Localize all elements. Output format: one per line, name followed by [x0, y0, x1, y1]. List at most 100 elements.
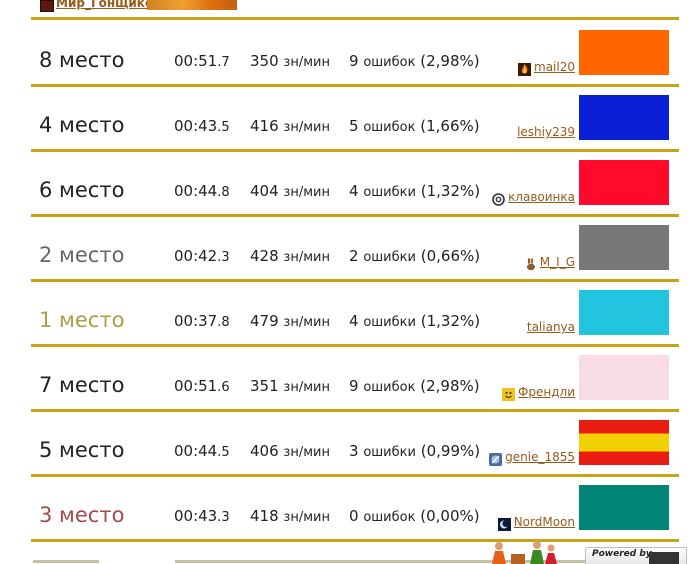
speed-value: 404 [250, 182, 279, 200]
player-name-link[interactable]: M_I_G [539, 255, 575, 269]
race-time-fraction: .3 [217, 510, 230, 525]
error-count: 4 ошибки (1,32%) [349, 312, 480, 330]
errors-count: 9 [349, 52, 359, 70]
speed-unit: зн/мин [283, 380, 330, 395]
result-row: 6 место 00:44.8 404 зн/мин 4 ошибки (1,32%)… [31, 160, 679, 225]
typing-speed: 404 зн/мин [250, 182, 330, 200]
race-time-fraction: .6 [217, 380, 230, 395]
speed-value: 428 [250, 247, 279, 265]
row-divider [31, 539, 679, 542]
smiley-icon [502, 386, 516, 401]
car-image [579, 420, 669, 465]
player-info: NordMoon [497, 515, 575, 531]
race-time-fraction: .3 [217, 250, 230, 265]
errors-percent: (1,32%) [420, 182, 481, 200]
result-row: 2 место 00:42.3 428 зн/мин 2 ошибки (0,66%)… [31, 225, 679, 290]
errors-percent: (1,66%) [420, 117, 480, 135]
errors-word: ошибок [363, 380, 416, 395]
errors-word: ошибок [363, 55, 416, 70]
race-time: 00:44.5 [174, 442, 230, 460]
result-row: 5 место 00:44.5 406 зн/мин 3 ошибки (0,99%)… [31, 420, 679, 485]
errors-percent: (0,66%) [420, 247, 481, 265]
place-label: 1 место [39, 308, 125, 332]
race-time-main: 00:43 [174, 507, 218, 525]
race-time-main: 00:51 [174, 52, 218, 70]
errors-percent: (0,99%) [420, 442, 481, 460]
place-label: 4 место [39, 113, 125, 137]
typing-speed: 351 зн/мин [250, 377, 330, 395]
speed-unit: зн/мин [283, 55, 330, 70]
result-row: 8 место 00:51.7 350 зн/мин 9 ошибок (2,98%)… [31, 30, 679, 95]
place-label: 5 место [39, 438, 125, 462]
genie-icon [489, 451, 503, 466]
typing-speed: 416 зн/мин [250, 117, 330, 135]
player-info: mail20 [518, 60, 575, 76]
top-player-link[interactable]: Мир_Гонщикс [56, 0, 153, 10]
car-image [579, 95, 669, 140]
player-name-link[interactable]: Френдли [518, 385, 575, 399]
player-name-link[interactable]: mail20 [534, 60, 575, 74]
race-time-fraction: .7 [217, 55, 230, 70]
place-label: 3 место [39, 503, 125, 527]
typing-speed: 428 зн/мин [250, 247, 330, 265]
speed-unit: зн/мин [283, 120, 330, 135]
result-row: 1 место 00:37.8 479 зн/мин 4 ошибки (1,32%)… [31, 290, 679, 355]
top-divider [31, 17, 679, 20]
car-image [579, 225, 669, 270]
speed-value: 479 [250, 312, 279, 330]
race-time: 00:43.5 [174, 117, 230, 135]
race-time: 00:37.8 [174, 312, 230, 330]
speed-value: 416 [250, 117, 279, 135]
race-time-fraction: .8 [217, 315, 230, 330]
errors-count: 4 [349, 182, 359, 200]
race-time-main: 00:44 [174, 442, 218, 460]
errors-word: ошибки [363, 445, 416, 460]
player-info: talianya [527, 320, 575, 334]
player-name-link[interactable]: NordMoon [513, 515, 575, 529]
errors-count: 0 [349, 507, 359, 525]
player-name-link[interactable]: leshiy239 [517, 125, 575, 139]
player-info: leshiy239 [517, 125, 575, 139]
errors-count: 2 [349, 247, 359, 265]
row-divider [31, 149, 679, 152]
player-name-link[interactable]: клавоинка [508, 190, 575, 204]
race-time-main: 00:43 [174, 117, 218, 135]
typing-speed: 418 зн/мин [250, 507, 330, 525]
result-row: 4 место 00:43.5 416 зн/мин 5 ошибок (1,66%)… [31, 95, 679, 160]
player-name-link[interactable]: genie_1855 [505, 450, 575, 464]
speed-unit: зн/мин [283, 185, 330, 200]
typing-speed: 350 зн/мин [250, 52, 330, 70]
powered-by-badge[interactable]: Powered by [585, 547, 687, 564]
error-count: 5 ошибок (1,66%) [349, 117, 480, 135]
errors-percent: (1,32%) [420, 312, 481, 330]
row-divider [31, 474, 679, 477]
race-time-fraction: .8 [217, 185, 230, 200]
race-time-main: 00:37 [174, 312, 218, 330]
place-label: 7 место [39, 373, 125, 397]
player-info: клавоинка [492, 190, 575, 206]
footer-divider-left [33, 560, 99, 563]
car-image [579, 485, 669, 530]
player-name-link[interactable]: talianya [526, 320, 575, 334]
player-info: Френдли [502, 385, 575, 401]
race-time-main: 00:51 [174, 377, 218, 395]
error-count: 3 ошибки (0,99%) [349, 442, 480, 460]
speed-value: 350 [250, 52, 279, 70]
race-time-fraction: .5 [217, 445, 230, 460]
speed-value: 351 [250, 377, 279, 395]
typing-speed: 479 зн/мин [250, 312, 330, 330]
place-label: 8 место [39, 48, 125, 72]
moon-icon [497, 516, 511, 531]
row-divider [31, 279, 679, 282]
place-label: 6 место [39, 178, 125, 202]
errors-percent: (2,98%) [420, 52, 480, 70]
speed-unit: зн/мин [283, 445, 330, 460]
error-count: 9 ошибок (2,98%) [349, 377, 480, 395]
race-time: 00:42.3 [174, 247, 230, 265]
error-count: 0 ошибок (0,00%) [349, 507, 480, 525]
top-player-bar: Мир_Гонщикс [0, 0, 695, 20]
result-row: 7 место 00:51.6 351 зн/мин 9 ошибок (2,98%)… [31, 355, 679, 420]
speed-value: 418 [250, 507, 279, 525]
errors-word: ошибок [363, 120, 416, 135]
